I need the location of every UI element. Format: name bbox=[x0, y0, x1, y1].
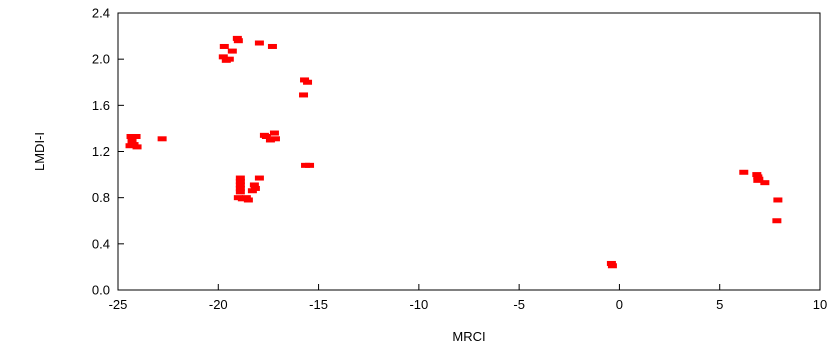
y-tick-label: 0.4 bbox=[92, 236, 110, 251]
data-point bbox=[235, 179, 245, 185]
data-point bbox=[254, 40, 264, 46]
data-point bbox=[132, 144, 142, 150]
data-point bbox=[126, 133, 136, 139]
x-tick-label: 0 bbox=[616, 297, 623, 312]
data-point bbox=[305, 162, 315, 168]
data-point bbox=[739, 169, 749, 175]
data-point bbox=[265, 137, 275, 143]
y-tick-label: 2.4 bbox=[92, 6, 110, 21]
y-tick-label: 2.0 bbox=[92, 52, 110, 67]
x-tick-label: 10 bbox=[813, 297, 827, 312]
data-point bbox=[254, 175, 264, 181]
data-point bbox=[218, 54, 228, 60]
y-tick-label: 1.2 bbox=[92, 144, 110, 159]
data-point bbox=[269, 130, 279, 136]
data-point bbox=[753, 177, 763, 183]
data-point bbox=[760, 180, 770, 186]
x-tick-label: -5 bbox=[513, 297, 525, 312]
data-point bbox=[773, 197, 783, 203]
data-point bbox=[243, 197, 253, 203]
data-point bbox=[607, 263, 617, 269]
data-point bbox=[303, 79, 313, 85]
y-tick-label: 1.6 bbox=[92, 98, 110, 113]
data-point bbox=[249, 182, 259, 188]
data-point bbox=[247, 188, 257, 194]
data-point bbox=[233, 38, 243, 44]
data-point bbox=[157, 136, 167, 142]
data-point bbox=[227, 48, 237, 54]
data-point bbox=[299, 92, 309, 98]
y-axis-title: LMDI-I bbox=[32, 132, 47, 171]
data-point bbox=[235, 182, 245, 188]
data-point bbox=[224, 56, 234, 62]
x-tick-label: -10 bbox=[409, 297, 428, 312]
data-point bbox=[235, 189, 245, 195]
data-point bbox=[219, 43, 229, 49]
data-point bbox=[125, 143, 135, 149]
data-point bbox=[772, 218, 782, 224]
y-tick-label: 0.8 bbox=[92, 190, 110, 205]
data-point bbox=[235, 175, 245, 181]
x-axis-title: MRCI bbox=[452, 329, 485, 344]
data-point bbox=[270, 136, 280, 142]
data-point bbox=[131, 133, 141, 139]
data-point bbox=[235, 185, 245, 191]
data-point bbox=[267, 43, 277, 49]
x-tick-label: -25 bbox=[109, 297, 128, 312]
y-tick-label: 0.0 bbox=[92, 283, 110, 298]
x-tick-label: -20 bbox=[209, 297, 228, 312]
data-point bbox=[261, 133, 271, 139]
data-point bbox=[127, 138, 137, 144]
x-tick-label: -15 bbox=[309, 297, 328, 312]
x-tick-label: 5 bbox=[716, 297, 723, 312]
